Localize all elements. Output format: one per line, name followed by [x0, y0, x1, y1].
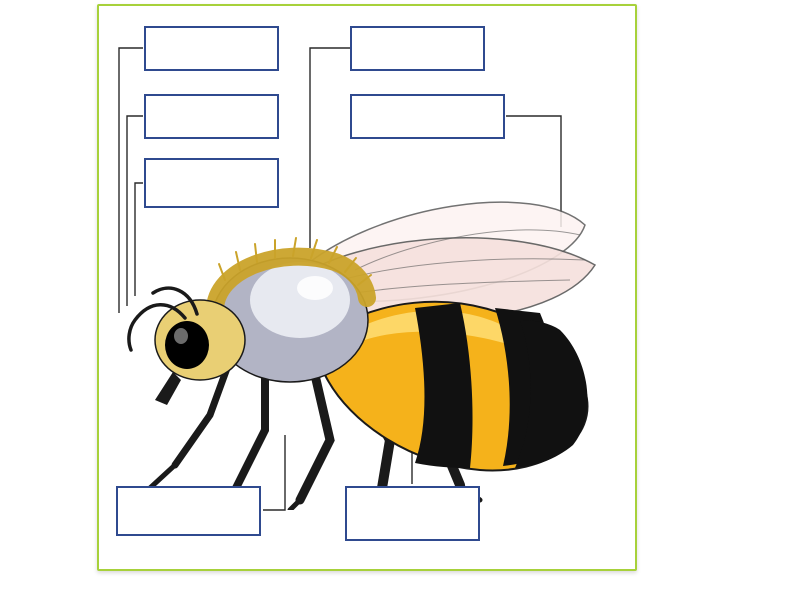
label-box-bottom-right[interactable] — [345, 486, 480, 541]
label-box-left-1[interactable] — [144, 26, 279, 71]
label-box-left-2[interactable] — [144, 94, 279, 139]
label-box-right-2[interactable] — [350, 94, 505, 139]
bee-illustration — [115, 190, 625, 510]
label-box-bottom-left[interactable] — [116, 486, 261, 536]
label-box-right-1[interactable] — [350, 26, 485, 71]
diagram-stage — [0, 0, 800, 600]
label-box-left-3[interactable] — [144, 158, 279, 208]
